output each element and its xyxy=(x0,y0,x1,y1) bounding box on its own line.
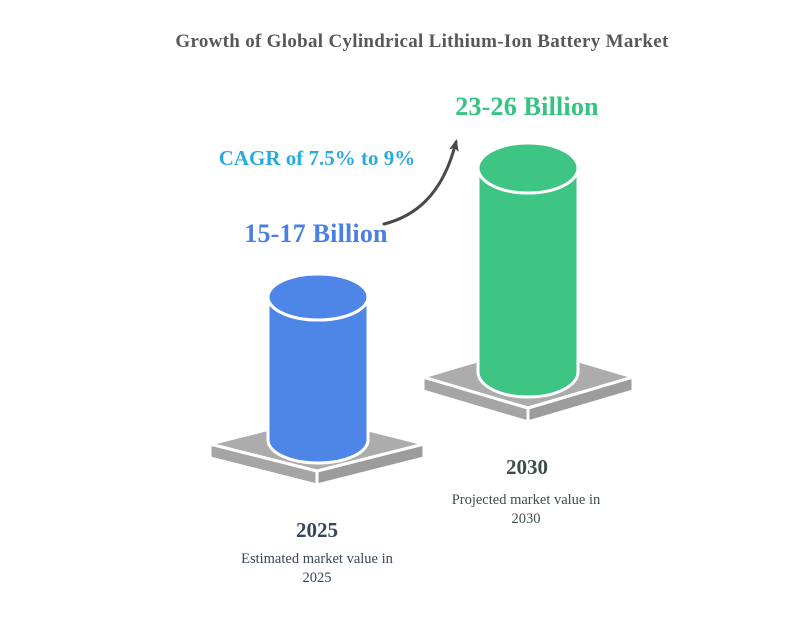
value-label-2025: 15-17 Billion xyxy=(244,219,388,248)
category-label-2025: 2025 xyxy=(296,518,338,542)
cagr-annotation: CAGR of 7.5% to 9% xyxy=(218,146,416,170)
category-description-2030: Projected market value in 2030 xyxy=(451,492,601,528)
bar-2025-cylinder xyxy=(266,272,370,465)
bar-2030-top xyxy=(476,141,580,195)
value-label-2030: 23-26 Billion xyxy=(455,92,599,121)
category-description-2025: Estimated market value in 2025 xyxy=(241,551,393,587)
chart-title: Growth of Global Cylindrical Lithium-Ion… xyxy=(175,31,669,52)
bar-2025-top xyxy=(266,272,370,322)
bar-2030-body xyxy=(476,166,580,399)
category-label-2030: 2030 xyxy=(506,455,548,479)
bar-2025-body xyxy=(266,295,370,465)
bar-2030-cylinder xyxy=(476,141,580,399)
growth-arrow-icon xyxy=(382,139,459,226)
